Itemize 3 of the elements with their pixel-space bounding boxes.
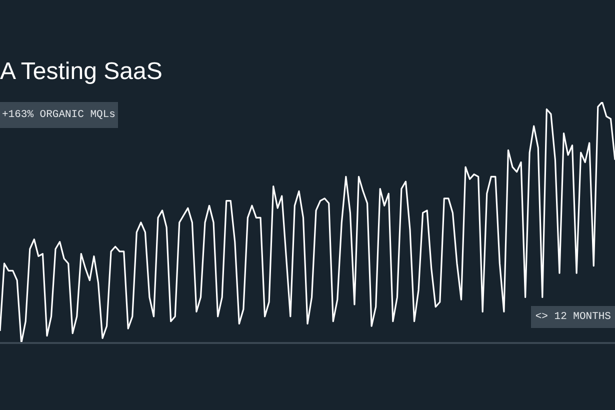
chart-title: A Testing SaaS [0,58,162,86]
annotation: +163% ORGANIC MQLs [0,102,118,128]
annotation: <> 12 MONTHS [531,306,615,328]
